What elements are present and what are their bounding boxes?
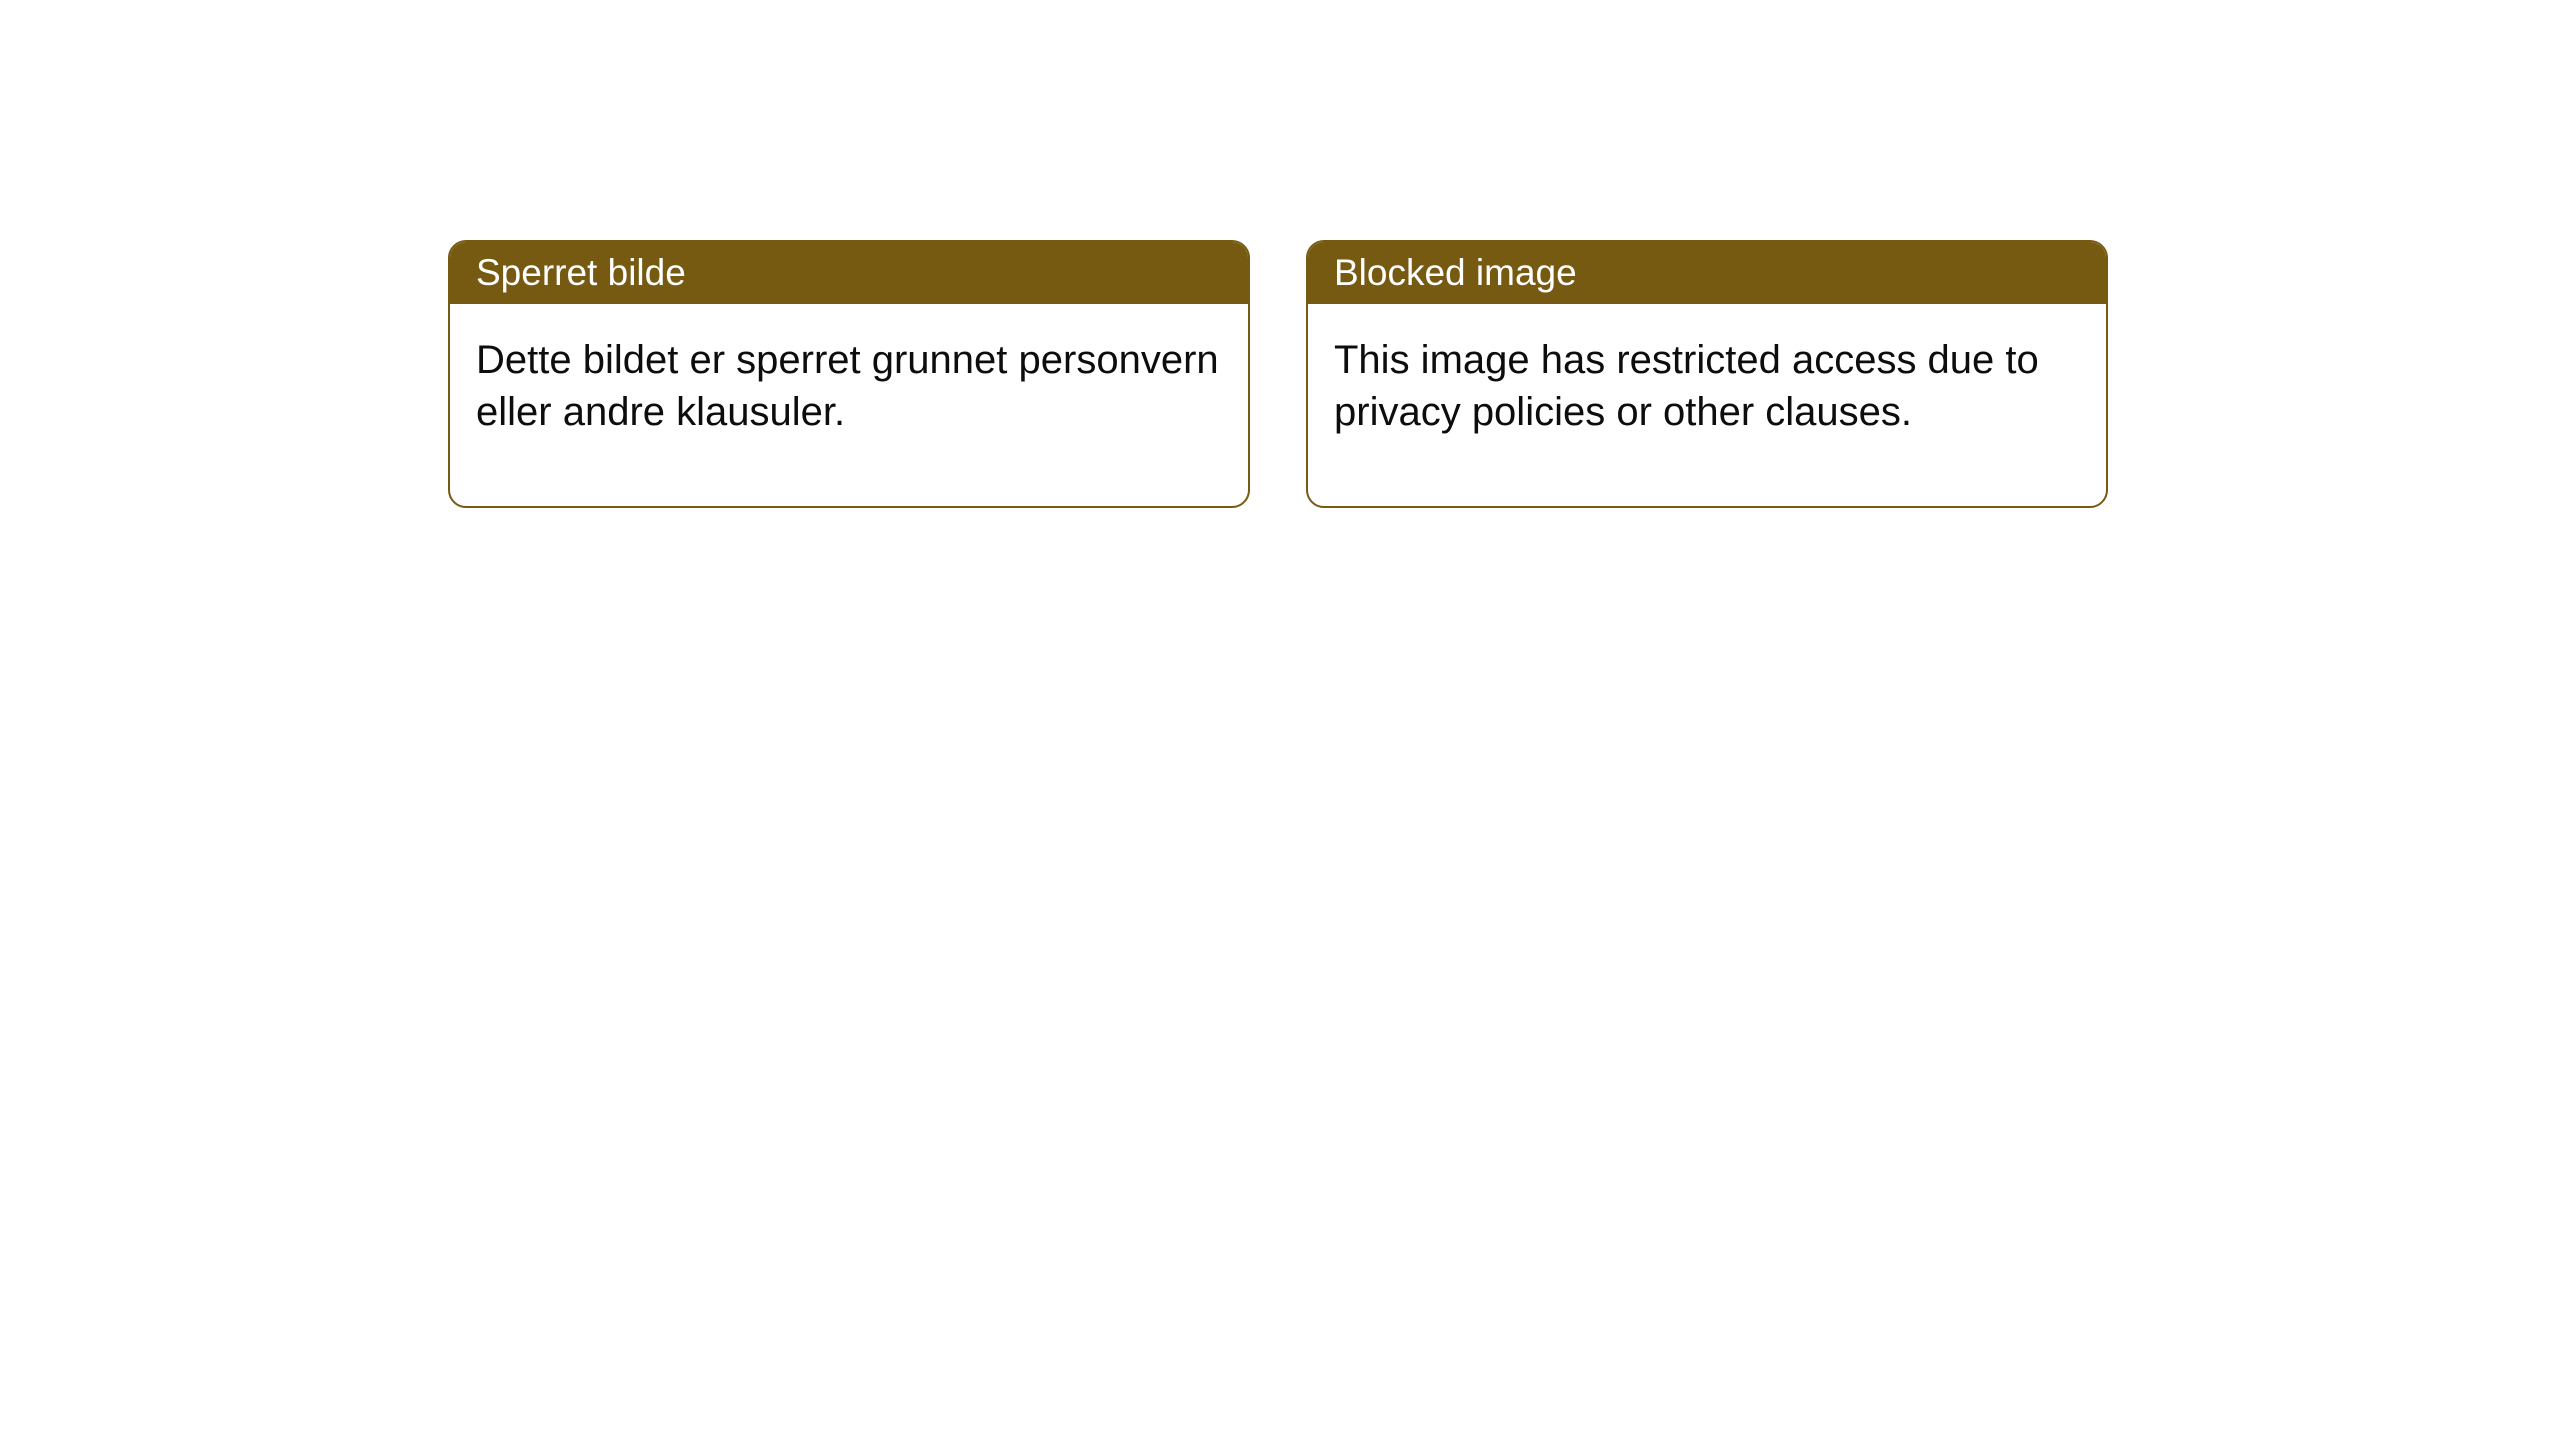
notice-box-english: Blocked image This image has restricted … (1306, 240, 2108, 508)
notice-body-text: This image has restricted access due to … (1334, 338, 2039, 434)
notice-container: Sperret bilde Dette bildet er sperret gr… (448, 240, 2108, 508)
notice-header: Sperret bilde (450, 242, 1248, 304)
notice-body: Dette bildet er sperret grunnet personve… (450, 304, 1248, 506)
notice-body: This image has restricted access due to … (1308, 304, 2106, 506)
notice-box-norwegian: Sperret bilde Dette bildet er sperret gr… (448, 240, 1250, 508)
notice-header: Blocked image (1308, 242, 2106, 304)
notice-title: Sperret bilde (476, 252, 686, 293)
notice-title: Blocked image (1334, 252, 1577, 293)
notice-body-text: Dette bildet er sperret grunnet personve… (476, 338, 1219, 434)
